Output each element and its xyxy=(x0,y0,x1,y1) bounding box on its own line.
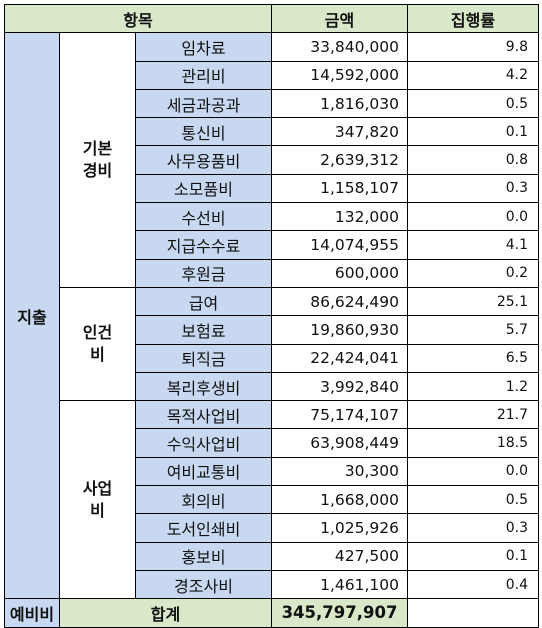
table-body: 지출 기본 경비 임차료 33,840,000 9.8 관리비 14,592,000 4.2 세… xyxy=(4,32,539,600)
header-item: 항목 xyxy=(4,3,272,34)
table-row: 수선비 132,000 0.0 xyxy=(5,202,539,232)
item-rate: 0.4 xyxy=(407,569,539,600)
reserve-label: 예비비 xyxy=(4,598,60,628)
item-rate: 0.3 xyxy=(407,513,539,543)
table-row: 복리후생비 3,992,840 1.2 xyxy=(5,371,539,402)
item-rate: 0.1 xyxy=(407,541,539,571)
table-row: 통신비 347,820 0.1 xyxy=(5,117,539,147)
item-rate: 0.3 xyxy=(407,173,539,204)
item-name: 세금과공과 xyxy=(135,88,272,119)
item-amount: 600,000 xyxy=(271,258,408,288)
item-rate: 1.2 xyxy=(407,371,539,402)
item-rate: 9.8 xyxy=(407,32,539,62)
table-row: 소모품비 1,158,107 0.3 xyxy=(5,173,539,204)
item-rate: 21.7 xyxy=(407,400,539,430)
item-amount: 1,816,030 xyxy=(271,88,408,119)
item-amount: 1,158,107 xyxy=(271,173,408,204)
group-label: 기본 경비 xyxy=(59,32,136,288)
item-name: 급여 xyxy=(135,286,272,317)
item-rate: 0.8 xyxy=(407,145,539,175)
item-rate: 6.5 xyxy=(407,343,539,373)
table-row: 관리비 14,592,000 4.2 xyxy=(5,60,539,90)
group-label-text: 기본 경비 xyxy=(82,139,113,181)
item-rate: 4.2 xyxy=(407,60,539,90)
item-rate: 0.1 xyxy=(407,117,539,147)
header-amount: 금액 xyxy=(271,3,408,34)
item-amount: 1,668,000 xyxy=(271,485,408,515)
item-amount: 75,174,107 xyxy=(271,400,408,430)
item-name: 도서인쇄비 xyxy=(135,513,272,543)
item-name: 통신비 xyxy=(135,117,272,147)
item-amount: 19,860,930 xyxy=(271,315,408,345)
item-amount: 347,820 xyxy=(271,117,408,147)
item-rate: 4.1 xyxy=(407,230,539,260)
item-name: 회의비 xyxy=(135,485,272,515)
item-rate: 0.0 xyxy=(407,456,539,487)
table-row: 여비교통비 30,300 0.0 xyxy=(5,456,539,487)
table-row: 홍보비 427,500 0.1 xyxy=(5,541,539,571)
total-label: 합계 xyxy=(59,598,272,628)
item-name: 경조사비 xyxy=(135,569,272,600)
footer-row: 예비비 합계 345,797,907 xyxy=(4,598,539,628)
item-name: 수선비 xyxy=(135,202,272,232)
group-label: 사업비 xyxy=(59,400,136,600)
table-row: 후원금 600,000 0.2 xyxy=(5,258,539,288)
item-amount: 1,461,100 xyxy=(271,569,408,600)
group-label: 인건비 xyxy=(59,286,136,402)
item-name: 퇴직금 xyxy=(135,343,272,373)
item-name: 보험료 xyxy=(135,315,272,345)
item-name: 지급수수료 xyxy=(135,230,272,260)
item-amount: 427,500 xyxy=(271,541,408,571)
table-row: 사업비 목적사업비 75,174,107 21.7 xyxy=(5,400,539,600)
item-amount: 14,592,000 xyxy=(271,60,408,90)
item-rate: 0.0 xyxy=(407,202,539,232)
item-name: 복리후생비 xyxy=(135,371,272,402)
table-row: 사무용품비 2,639,312 0.8 xyxy=(5,145,539,175)
item-amount: 22,424,041 xyxy=(271,343,408,373)
item-name: 소모품비 xyxy=(135,173,272,204)
table-row: 도서인쇄비 1,025,926 0.3 xyxy=(5,513,539,543)
header-rate: 집행률 xyxy=(407,3,539,34)
item-amount: 132,000 xyxy=(271,202,408,232)
side-label: 지출 xyxy=(4,32,60,600)
item-amount: 63,908,449 xyxy=(271,428,408,458)
item-rate: 5.7 xyxy=(407,315,539,345)
item-rate: 25.1 xyxy=(407,286,539,317)
item-name: 후원금 xyxy=(135,258,272,288)
item-amount: 14,074,955 xyxy=(271,230,408,260)
item-amount: 1,025,926 xyxy=(271,513,408,543)
item-name: 사무용품비 xyxy=(135,145,272,175)
total-amount: 345,797,907 xyxy=(271,598,408,628)
item-amount: 33,840,000 xyxy=(271,32,408,62)
table-row: 지출 기본 경비 임차료 33,840,000 9.8 xyxy=(4,32,539,600)
table-row: 인건비 급여 86,624,490 25.1 xyxy=(5,286,539,402)
total-rate-empty xyxy=(407,598,539,628)
budget-table: 항목 금액 집행률 지출 기본 경비 임차료 33,840,000 9.8 관리비 14,5… xyxy=(4,3,539,628)
item-amount: 30,300 xyxy=(271,456,408,487)
item-amount: 86,624,490 xyxy=(271,286,408,317)
item-name: 홍보비 xyxy=(135,541,272,571)
table-row: 경조사비 1,461,100 0.4 xyxy=(5,569,539,600)
item-rate: 0.2 xyxy=(407,258,539,288)
table-row: 회의비 1,668,000 0.5 xyxy=(5,485,539,515)
table-row: 세금과공과 1,816,030 0.5 xyxy=(5,88,539,119)
item-rate: 18.5 xyxy=(407,428,539,458)
item-name: 관리비 xyxy=(135,60,272,90)
item-rate: 0.5 xyxy=(407,485,539,515)
table-row: 지급수수료 14,074,955 4.1 xyxy=(5,230,539,260)
item-amount: 2,639,312 xyxy=(271,145,408,175)
item-amount: 3,992,840 xyxy=(271,371,408,402)
group-label-text: 인건비 xyxy=(82,323,113,365)
item-name: 목적사업비 xyxy=(135,400,272,430)
item-name: 수익사업비 xyxy=(135,428,272,458)
item-name: 여비교통비 xyxy=(135,456,272,487)
header-row: 항목 금액 집행률 xyxy=(4,3,539,34)
group-label-text: 사업비 xyxy=(82,478,113,520)
item-rate: 0.5 xyxy=(407,88,539,119)
item-name: 임차료 xyxy=(135,32,272,62)
